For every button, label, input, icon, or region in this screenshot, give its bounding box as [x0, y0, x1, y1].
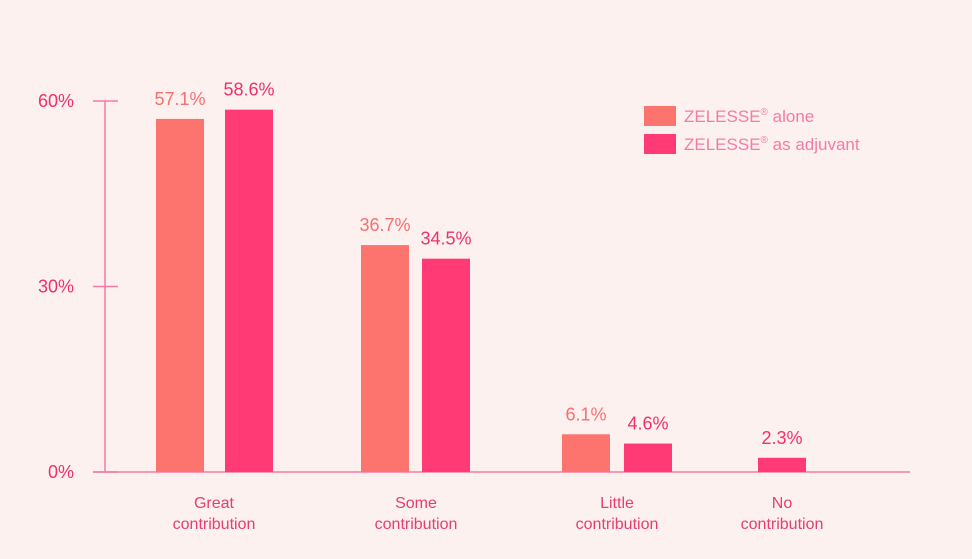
legend-label-suffix: as adjuvant	[768, 135, 860, 154]
bar	[422, 258, 470, 472]
legend-swatch	[644, 134, 676, 154]
bar-value-label: 58.6%	[223, 80, 274, 100]
legend-label: ZELESSE® as adjuvant	[684, 135, 860, 154]
legend-label-registered-mark: ®	[761, 107, 769, 118]
bar-value-label: 57.1%	[154, 89, 205, 109]
bar	[156, 118, 204, 472]
bar	[758, 457, 806, 472]
category-label: contribution	[741, 516, 824, 533]
legend-label-suffix: alone	[768, 107, 814, 126]
bar	[624, 443, 672, 472]
bar-value-label: 2.3%	[761, 428, 802, 448]
y-axis: 0% 30% 60%	[38, 91, 118, 482]
bar-value-label: 6.1%	[565, 404, 606, 424]
bar-value-labels: 57.1% 36.7% 6.1% 58.6% 34.5% 4.6% 2.3%	[154, 80, 802, 448]
y-tick-label: 0%	[48, 462, 74, 482]
bar	[562, 434, 610, 472]
category-label: No	[772, 495, 793, 512]
bar-value-label: 4.6%	[627, 414, 668, 434]
category-label: Some	[395, 495, 437, 512]
y-tick-label: 30%	[38, 276, 74, 296]
bar	[361, 245, 409, 472]
bar-value-label: 34.5%	[420, 229, 471, 249]
legend-label: ZELESSE® alone	[684, 107, 814, 126]
bars	[156, 109, 806, 472]
bar	[225, 109, 273, 472]
legend-label-name: ZELESSE	[684, 107, 761, 126]
category-label: Great	[194, 495, 235, 512]
category-labels: Great contribution Some contribution Little c…	[173, 495, 824, 533]
bar-value-label: 36.7%	[359, 215, 410, 235]
legend-label-registered-mark: ®	[761, 135, 769, 146]
category-label: contribution	[173, 516, 256, 533]
category-label: Little	[600, 495, 634, 512]
legend-label-name: ZELESSE	[684, 135, 761, 154]
category-label: contribution	[375, 516, 458, 533]
category-label: contribution	[576, 516, 659, 533]
y-tick-label: 60%	[38, 91, 74, 111]
legend-swatch	[644, 106, 676, 126]
